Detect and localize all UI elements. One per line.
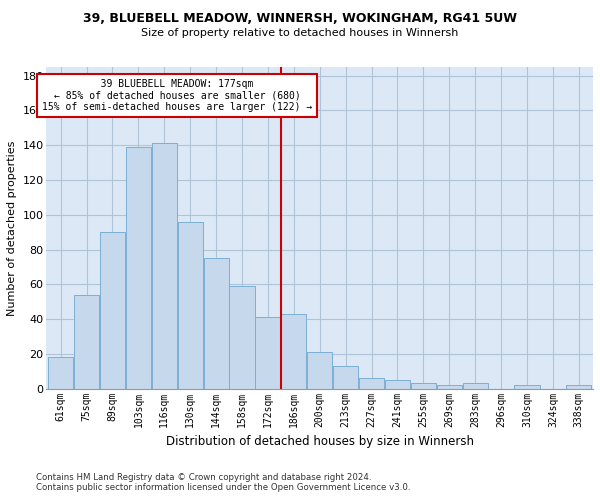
Text: 39, BLUEBELL MEADOW, WINNERSH, WOKINGHAM, RG41 5UW: 39, BLUEBELL MEADOW, WINNERSH, WOKINGHAM… bbox=[83, 12, 517, 26]
Y-axis label: Number of detached properties: Number of detached properties bbox=[7, 140, 17, 316]
Bar bbox=[463, 384, 488, 388]
Bar bbox=[100, 232, 125, 388]
Bar bbox=[152, 144, 177, 388]
Bar bbox=[514, 385, 539, 388]
Text: Size of property relative to detached houses in Winnersh: Size of property relative to detached ho… bbox=[142, 28, 458, 38]
Bar bbox=[74, 295, 99, 388]
Bar bbox=[566, 385, 592, 388]
Bar bbox=[333, 366, 358, 388]
Bar bbox=[178, 222, 203, 388]
Bar bbox=[411, 384, 436, 388]
Bar bbox=[48, 358, 73, 388]
Bar bbox=[307, 352, 332, 389]
Bar bbox=[385, 380, 410, 388]
Text: Contains HM Land Registry data © Crown copyright and database right 2024.: Contains HM Land Registry data © Crown c… bbox=[36, 474, 371, 482]
Bar bbox=[437, 385, 462, 388]
X-axis label: Distribution of detached houses by size in Winnersh: Distribution of detached houses by size … bbox=[166, 435, 474, 448]
Bar bbox=[281, 314, 307, 388]
Bar bbox=[203, 258, 229, 388]
Bar bbox=[256, 318, 280, 388]
Text: Contains public sector information licensed under the Open Government Licence v3: Contains public sector information licen… bbox=[36, 484, 410, 492]
Bar bbox=[359, 378, 384, 388]
Bar bbox=[126, 147, 151, 388]
Text: 39 BLUEBELL MEADOW: 177sqm   
← 85% of detached houses are smaller (680)
15% of : 39 BLUEBELL MEADOW: 177sqm ← 85% of deta… bbox=[42, 79, 313, 112]
Bar bbox=[229, 286, 254, 388]
